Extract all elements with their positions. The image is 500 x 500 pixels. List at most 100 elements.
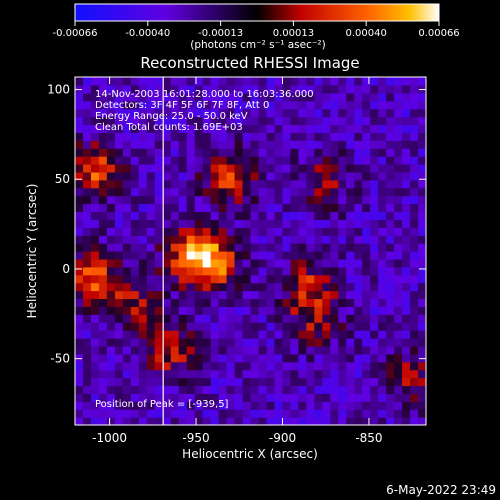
heatmap-cell — [90, 235, 100, 244]
heatmap-cell — [290, 251, 299, 260]
heatmap-cell — [322, 393, 331, 402]
heatmap-cell — [170, 187, 180, 197]
heatmap-cell — [82, 393, 92, 402]
heatmap-cell — [122, 330, 132, 339]
heatmap-cell — [282, 124, 291, 133]
heatmap-cell — [106, 274, 116, 284]
heatmap-cell — [138, 330, 148, 339]
heatmap-cell — [210, 345, 220, 355]
heatmap-cell — [378, 298, 387, 307]
heatmap-cell — [266, 219, 276, 228]
heatmap-cell — [218, 251, 228, 260]
heatmap-cell — [82, 369, 92, 379]
heatmap-cell — [242, 116, 252, 126]
heatmap-cell — [338, 290, 347, 300]
heatmap-cell — [242, 353, 252, 363]
heatmap-cell — [306, 219, 315, 228]
heatmap-cell — [234, 235, 244, 244]
heatmap-cell — [370, 417, 379, 425]
heatmap-cell — [298, 290, 307, 300]
heatmap-cell — [402, 124, 411, 133]
heatmap-cell — [338, 401, 347, 410]
heatmap-cell — [146, 409, 156, 418]
heatmap-cell — [386, 187, 395, 197]
heatmap-cell — [250, 298, 260, 307]
heatmap-cell — [402, 132, 411, 141]
heatmap-cell — [162, 298, 172, 307]
heatmap-cell — [234, 219, 244, 228]
heatmap-cell — [90, 298, 100, 307]
heatmap-cell — [234, 227, 244, 236]
heatmap-cell — [338, 266, 347, 276]
heatmap-cell — [226, 251, 236, 260]
heatmap-cell — [274, 385, 284, 394]
heatmap-cell — [266, 116, 276, 126]
heatmap-cell — [266, 330, 276, 339]
heatmap-cell — [274, 235, 284, 244]
x-tick-label: -950 — [182, 431, 209, 445]
heatmap-cell — [234, 243, 244, 252]
heatmap-cell — [226, 77, 236, 86]
heatmap-cell — [330, 140, 339, 149]
heatmap-cell — [402, 235, 411, 244]
heatmap-cell — [290, 282, 299, 292]
heatmap-cell — [394, 345, 403, 355]
heatmap-cell — [274, 203, 284, 213]
heatmap-cell — [298, 401, 307, 410]
heatmap-cell — [75, 330, 84, 339]
heatmap-cell — [130, 330, 140, 339]
heatmap-cell — [226, 393, 236, 402]
heatmap-cell — [98, 417, 108, 425]
heatmap-cell — [306, 274, 315, 284]
heatmap-cell — [178, 211, 188, 220]
heatmap-cell — [306, 338, 315, 347]
heatmap-cell — [122, 235, 132, 244]
heatmap-cell — [162, 345, 172, 355]
heatmap-cell — [298, 77, 307, 86]
heatmap-cell — [394, 298, 403, 307]
heatmap-cell — [90, 77, 100, 86]
heatmap-cell — [386, 377, 395, 387]
heatmap-cell — [194, 211, 204, 220]
heatmap-cell — [114, 140, 124, 149]
heatmap-cell — [186, 314, 196, 323]
heatmap-cell — [218, 179, 228, 189]
heatmap-cell — [122, 385, 132, 394]
heatmap-cell — [75, 361, 84, 371]
heatmap-cell — [138, 108, 148, 118]
heatmap-cell — [234, 385, 244, 394]
heatmap-cell — [122, 251, 132, 260]
heatmap-cell — [338, 377, 347, 387]
heatmap-cell — [410, 298, 419, 307]
heatmap-cell — [250, 77, 260, 86]
heatmap-cell — [226, 369, 236, 379]
heatmap-cell — [178, 290, 188, 300]
heatmap-cell — [402, 417, 411, 425]
heatmap-cell — [202, 211, 212, 220]
heatmap-cell — [194, 132, 204, 141]
heatmap-cell — [370, 179, 379, 189]
heatmap-cell — [130, 322, 140, 331]
heatmap-cell — [218, 338, 228, 347]
heatmap-cell — [170, 258, 180, 268]
heatmap-cell — [146, 187, 156, 197]
heatmap-cell — [218, 401, 228, 410]
heatmap-cell — [354, 353, 363, 363]
heatmap-cell — [194, 306, 204, 315]
heatmap-cell — [186, 338, 196, 347]
heatmap-cell — [90, 243, 100, 252]
heatmap-cell — [154, 92, 164, 102]
heatmap-cell — [194, 148, 204, 157]
heatmap-cell — [130, 132, 140, 141]
heatmap-cell — [90, 306, 100, 315]
heatmap-cell — [114, 401, 124, 410]
heatmap-cell — [338, 84, 347, 94]
heatmap-cell — [178, 235, 188, 244]
heatmap-cell — [314, 330, 323, 339]
heatmap-cell — [346, 148, 355, 157]
heatmap-cell — [82, 266, 92, 276]
heatmap-cell — [306, 401, 315, 410]
heatmap-cell — [106, 92, 116, 102]
heatmap-cell — [154, 156, 164, 165]
heatmap-cell — [122, 203, 132, 213]
